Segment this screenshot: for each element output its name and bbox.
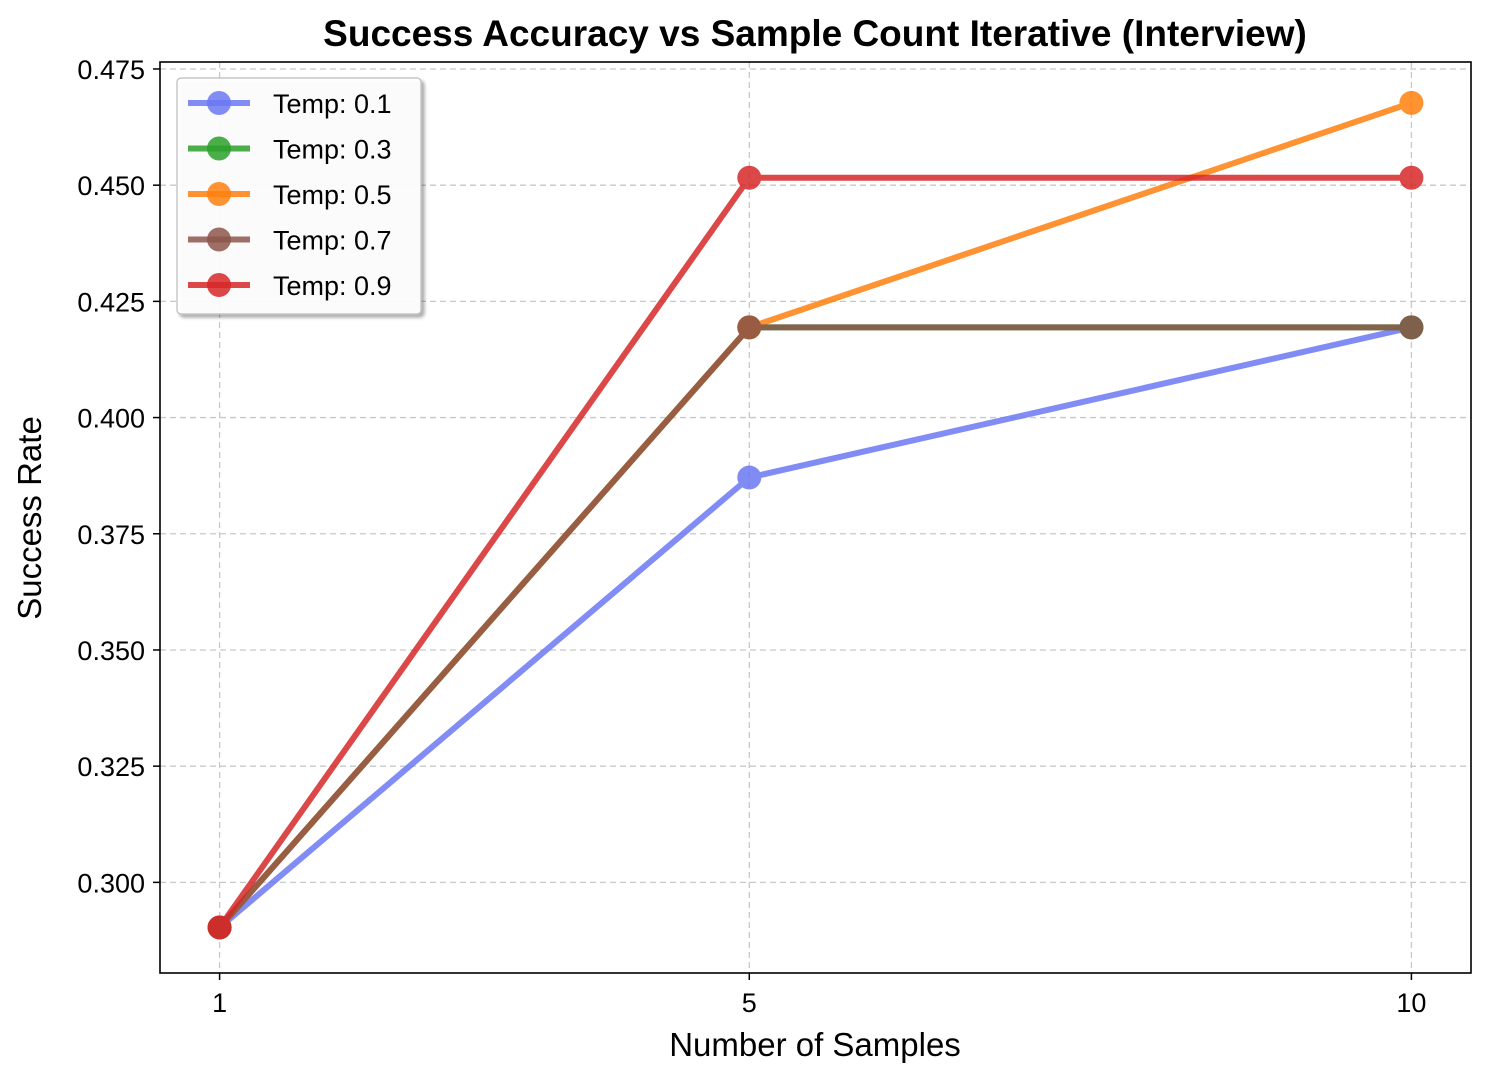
- data-point: [1399, 315, 1424, 340]
- legend: Temp: 0.1 Temp: 0.3 Temp: 0.5 Temp: 0.7 Temp…: [176, 77, 422, 315]
- y-tick-label: 0.400: [77, 404, 145, 434]
- y-tick-label: 0.475: [77, 55, 145, 85]
- y-tick-label: 0.450: [77, 171, 145, 201]
- data-point: [1399, 165, 1424, 190]
- x-axis-ticks: 1 5 10: [212, 973, 1426, 1018]
- x-tick-label: 1: [212, 988, 227, 1018]
- legend-swatch-marker: [207, 136, 231, 161]
- legend-item: Temp: 0.1: [188, 89, 392, 119]
- y-tick-label: 0.350: [77, 636, 145, 666]
- data-point: [737, 465, 762, 490]
- x-axis-label: Number of Samples: [669, 1026, 961, 1063]
- legend-label: Temp: 0.5: [273, 180, 392, 210]
- legend-swatch-marker: [207, 91, 231, 115]
- y-tick-label: 0.300: [77, 868, 145, 898]
- data-point: [737, 315, 762, 340]
- legend-item: Temp: 0.3: [188, 135, 392, 165]
- y-tick-label: 0.375: [77, 520, 145, 550]
- series-2: [207, 315, 1424, 940]
- data-point: [1399, 90, 1424, 115]
- data-point: [207, 915, 232, 940]
- legend-item: Temp: 0.7: [188, 226, 392, 256]
- plot-frame: [159, 61, 1472, 974]
- legend-box: [176, 77, 422, 315]
- legend-label: Temp: 0.7: [273, 226, 392, 256]
- legend-swatch-marker: [207, 227, 231, 252]
- legend-item: Temp: 0.9: [188, 271, 392, 301]
- chart-title: Success Accuracy vs Sample Count Iterati…: [323, 13, 1307, 54]
- x-tick-label: 10: [1396, 988, 1426, 1018]
- legend-swatch-marker: [207, 182, 231, 206]
- series-4: [207, 315, 1424, 940]
- legend-label: Temp: 0.9: [273, 271, 392, 301]
- legend-swatch-marker: [207, 273, 231, 297]
- legend-label: Temp: 0.3: [273, 135, 392, 165]
- series-1: [207, 315, 1424, 940]
- legend-item: Temp: 0.5: [188, 180, 392, 210]
- x-tick-label: 5: [742, 988, 757, 1018]
- data-point: [737, 165, 762, 190]
- series-5: [207, 165, 1424, 940]
- y-tick-label: 0.425: [77, 287, 145, 317]
- legend-items: Temp: 0.1 Temp: 0.3 Temp: 0.5 Temp: 0.7 Temp…: [188, 89, 392, 301]
- y-tick-label: 0.325: [77, 752, 145, 782]
- y-axis-ticks: 0.300 0.325 0.350 0.375 0.400 0.425 0.450 0.475: [77, 55, 160, 898]
- plot-series: [207, 90, 1424, 940]
- legend-label: Temp: 0.1: [273, 89, 392, 119]
- y-axis-label: Success Rate: [11, 416, 48, 620]
